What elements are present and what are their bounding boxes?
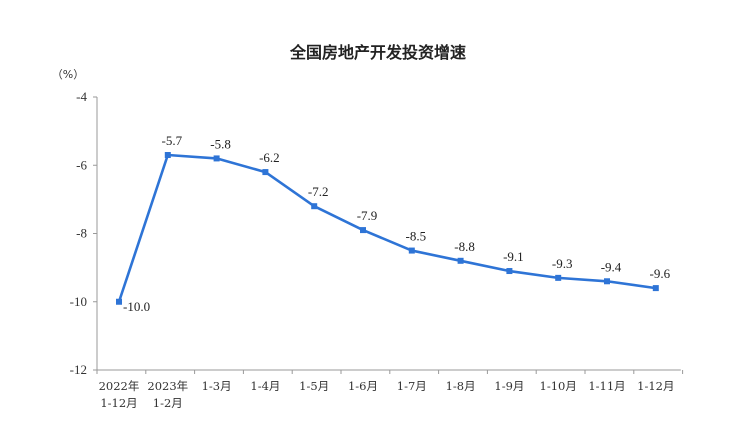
x-tick-label: 1-6月 [348,379,378,393]
data-label: -8.8 [454,239,475,254]
y-axis-unit-label: （%） [52,68,84,81]
x-tick-label: 1-4月 [250,379,280,393]
data-point-marker [506,268,513,275]
data-point-marker [311,203,318,210]
x-tick-label: 1-11月 [588,379,625,393]
x-tick-label: 1-10月 [540,379,577,393]
x-tick-label: 2022年 [99,379,140,393]
x-tick-label: 1-2月 [153,396,183,410]
y-tick-label: -10 [70,294,87,309]
data-label: -10.0 [123,299,150,314]
data-point-marker [213,155,220,162]
y-tick-label: -4 [76,89,87,104]
data-label: -5.8 [210,136,231,151]
series-line-group [116,152,659,305]
x-tick-label: 1-5月 [299,379,329,393]
data-point-marker [164,152,171,159]
x-tick-label: 1-7月 [397,379,427,393]
data-point-marker [604,278,610,285]
y-tick-label: -12 [70,362,87,377]
data-point-marker [555,274,562,281]
x-tick-label: 1-3月 [202,379,232,393]
series-line [117,153,656,303]
y-tick-label: -8 [76,226,87,241]
x-tick-label: 1-8月 [446,379,476,393]
y-tick-label: -6 [76,157,87,172]
data-point-marker [652,285,659,292]
data-label: -6.2 [259,150,280,165]
data-label: -9.3 [552,256,573,271]
data-label: -9.6 [650,266,671,281]
x-tick-label: 1-12月 [637,379,674,393]
data-point-marker [408,247,415,254]
data-label: -7.9 [357,208,378,223]
data-point-marker [262,169,269,176]
y-axis: -4 -6 -8 -10 -12 [70,89,98,377]
data-label: -5.7 [162,133,183,148]
data-point-marker [360,227,366,234]
x-tick-label: 2023年 [147,379,188,393]
x-tick-label: 1-12月 [100,396,137,410]
chart-title: 全国房地产开发投资增速 [289,43,466,62]
data-point-marker [457,257,464,264]
x-axis: 2022年 1-12月 2023年 1-2月 1-3月 1-4月 1-5月 1-6月 1-7月 1… [96,369,684,410]
data-labels: -10.0 -5.7 -5.8 -6.2 -7.2 -7.9 -8.5 -8.8 -9.1 -9.… [123,133,671,314]
data-label: -9.4 [601,259,622,274]
x-tick-label: 1-9月 [494,379,524,393]
data-label: -8.5 [406,229,427,244]
data-label: -7.2 [308,184,329,199]
data-point-marker [116,298,122,305]
data-label: -9.1 [503,249,524,264]
